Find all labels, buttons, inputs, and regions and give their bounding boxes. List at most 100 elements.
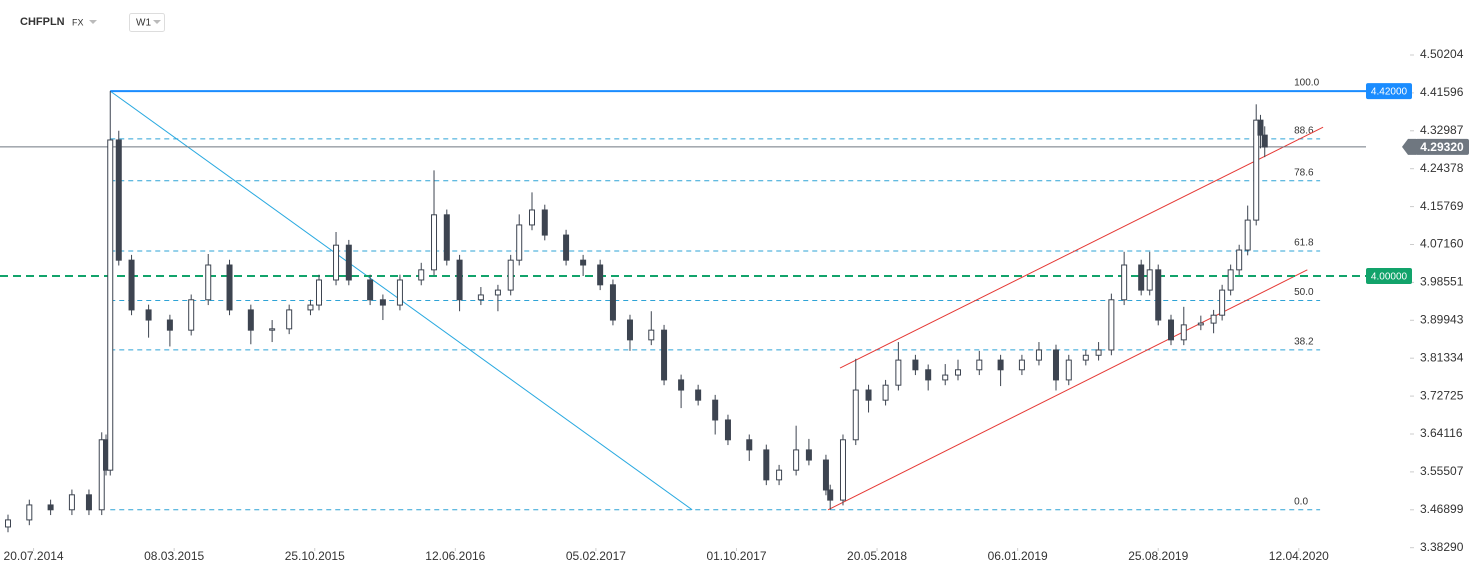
candle-body xyxy=(609,284,616,321)
y-tick-label: 3.98551 xyxy=(1420,275,1464,289)
candle-body xyxy=(724,419,731,441)
candle-body xyxy=(98,439,105,511)
candle-body xyxy=(516,224,523,261)
candle-body xyxy=(443,214,450,261)
candle-body xyxy=(793,449,800,471)
candle-body xyxy=(563,234,570,261)
candle-body xyxy=(712,399,719,421)
candle-body xyxy=(912,359,919,371)
candle-body xyxy=(1227,269,1234,291)
y-tick-label: 3.46899 xyxy=(1420,502,1464,516)
candle-body xyxy=(1257,119,1264,136)
candle-body xyxy=(822,459,829,491)
interval[interactable]: W1 xyxy=(136,18,151,29)
candle-body xyxy=(1180,324,1187,341)
y-tick-label: 4.32987 xyxy=(1420,123,1464,137)
candle-body xyxy=(107,139,114,471)
candle-body xyxy=(1065,359,1072,381)
candle-body xyxy=(307,304,314,311)
interval-caret xyxy=(153,20,161,24)
candle-body xyxy=(1197,322,1204,326)
fib-label: 100.0 xyxy=(1294,78,1319,89)
candle-body xyxy=(882,384,889,401)
y-tick-label: 3.55507 xyxy=(1420,464,1464,478)
candle-body xyxy=(247,309,254,331)
price-tag xyxy=(1366,268,1412,285)
price-tag-label: 4.29320 xyxy=(1420,140,1464,154)
candle-body xyxy=(128,259,135,311)
price-tag xyxy=(1366,83,1412,100)
candle-body xyxy=(626,319,633,341)
price-tag xyxy=(1415,138,1469,155)
candle-body xyxy=(1253,119,1260,221)
candle-body xyxy=(776,469,783,481)
candle-body xyxy=(47,504,54,511)
x-tick-label: 20.07.2014 xyxy=(4,549,64,563)
market-caret[interactable] xyxy=(89,20,97,24)
price-tag-arrow xyxy=(1402,138,1416,155)
candle-body xyxy=(1035,349,1042,361)
candle-body xyxy=(115,139,122,261)
candle-body xyxy=(26,504,33,521)
price-tag-label: 4.42000 xyxy=(1371,87,1408,98)
y-tick-label: 3.72725 xyxy=(1420,388,1464,402)
y-tick-label: 4.15769 xyxy=(1420,199,1464,213)
candle-body xyxy=(68,494,75,511)
candle-body xyxy=(1121,264,1128,301)
candle-body xyxy=(205,264,212,301)
candle-body xyxy=(852,389,859,441)
candle-body xyxy=(85,494,92,511)
candle-body xyxy=(661,329,668,381)
y-tick-label: 4.07160 xyxy=(1420,237,1464,251)
candle-body xyxy=(315,279,322,306)
candle-body xyxy=(494,289,501,296)
candle-body xyxy=(955,369,962,376)
candle-body xyxy=(805,449,812,461)
candle-body xyxy=(678,379,685,391)
candle-body xyxy=(1018,359,1025,371)
x-tick-label: 25.08.2019 xyxy=(1128,549,1188,563)
candle-body xyxy=(648,329,655,341)
candle-body xyxy=(1219,289,1226,316)
candle-body xyxy=(418,269,425,281)
candle-body xyxy=(1082,354,1089,361)
candle-body xyxy=(507,259,514,291)
candle-body xyxy=(1244,219,1251,251)
candle-body xyxy=(976,359,983,371)
candle-body xyxy=(286,309,293,330)
market[interactable]: FX xyxy=(72,17,84,27)
interval-box[interactable] xyxy=(129,13,165,32)
candle-body xyxy=(1138,264,1145,291)
candle-body xyxy=(528,209,535,226)
candle-body xyxy=(746,439,753,451)
candle-body xyxy=(1168,319,1175,341)
candle-body xyxy=(580,259,587,266)
candle-body xyxy=(379,299,386,306)
x-tick-label: 05.02.2017 xyxy=(566,549,626,563)
candle-body xyxy=(396,279,403,306)
candle-body xyxy=(226,264,233,311)
candle-body xyxy=(925,369,932,381)
candle-body xyxy=(839,439,846,501)
x-tick-label: 12.06.2016 xyxy=(425,549,485,563)
candle-body xyxy=(1261,134,1268,148)
y-tick-label: 3.64116 xyxy=(1420,426,1463,440)
candle-body xyxy=(541,209,548,236)
fib-label: 38.2 xyxy=(1294,336,1314,347)
candle-body xyxy=(763,449,770,481)
x-tick-label: 08.03.2015 xyxy=(144,549,204,563)
fib-label: 88.6 xyxy=(1294,125,1314,136)
fib-label: 78.6 xyxy=(1294,167,1314,178)
candle-body xyxy=(477,294,484,301)
candle-body xyxy=(997,359,1004,371)
candle-body xyxy=(1155,269,1162,321)
candle-body xyxy=(333,244,340,281)
candle-body xyxy=(188,299,195,331)
fib-label: 50.0 xyxy=(1294,287,1314,298)
y-tick-label: 3.89943 xyxy=(1420,312,1464,326)
x-tick-label: 20.05.2018 xyxy=(847,549,907,563)
y-tick-label: 4.41596 xyxy=(1420,85,1464,99)
trendline xyxy=(827,269,1308,511)
